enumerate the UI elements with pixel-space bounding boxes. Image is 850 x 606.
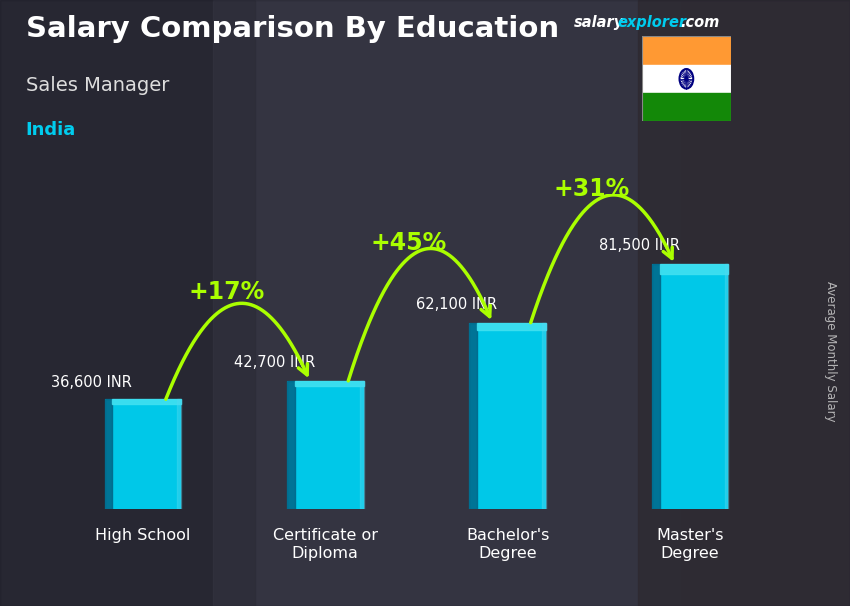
- Text: India: India: [26, 121, 76, 139]
- Text: salary: salary: [574, 15, 624, 30]
- Bar: [542, 322, 546, 509]
- Bar: [642, 65, 731, 93]
- Text: Salary Comparison By Education: Salary Comparison By Education: [26, 15, 558, 43]
- Bar: [660, 264, 728, 275]
- Bar: [112, 399, 181, 404]
- Bar: [652, 264, 728, 509]
- Bar: [287, 381, 364, 509]
- Text: +17%: +17%: [188, 280, 264, 304]
- Bar: [652, 264, 660, 509]
- Text: 42,700 INR: 42,700 INR: [234, 355, 314, 370]
- Bar: [642, 93, 731, 121]
- Bar: [638, 0, 850, 606]
- Circle shape: [685, 77, 688, 81]
- Bar: [105, 399, 181, 509]
- Bar: [212, 0, 680, 606]
- Text: Average Monthly Salary: Average Monthly Salary: [824, 281, 837, 422]
- Text: 36,600 INR: 36,600 INR: [51, 375, 133, 390]
- Text: +45%: +45%: [371, 231, 447, 255]
- Bar: [178, 399, 181, 509]
- Text: 62,100 INR: 62,100 INR: [416, 297, 497, 311]
- Bar: [469, 322, 546, 509]
- Text: +31%: +31%: [553, 177, 629, 201]
- Bar: [0, 0, 255, 606]
- Bar: [469, 322, 477, 509]
- Bar: [287, 381, 295, 509]
- Bar: [477, 322, 546, 330]
- Bar: [725, 264, 728, 509]
- Text: Sales Manager: Sales Manager: [26, 76, 169, 95]
- Bar: [295, 381, 364, 386]
- Bar: [105, 399, 112, 509]
- Bar: [360, 381, 364, 509]
- Text: 81,500 INR: 81,500 INR: [598, 238, 680, 253]
- Text: explorer: explorer: [618, 15, 687, 30]
- Bar: [642, 36, 731, 65]
- Text: .com: .com: [680, 15, 719, 30]
